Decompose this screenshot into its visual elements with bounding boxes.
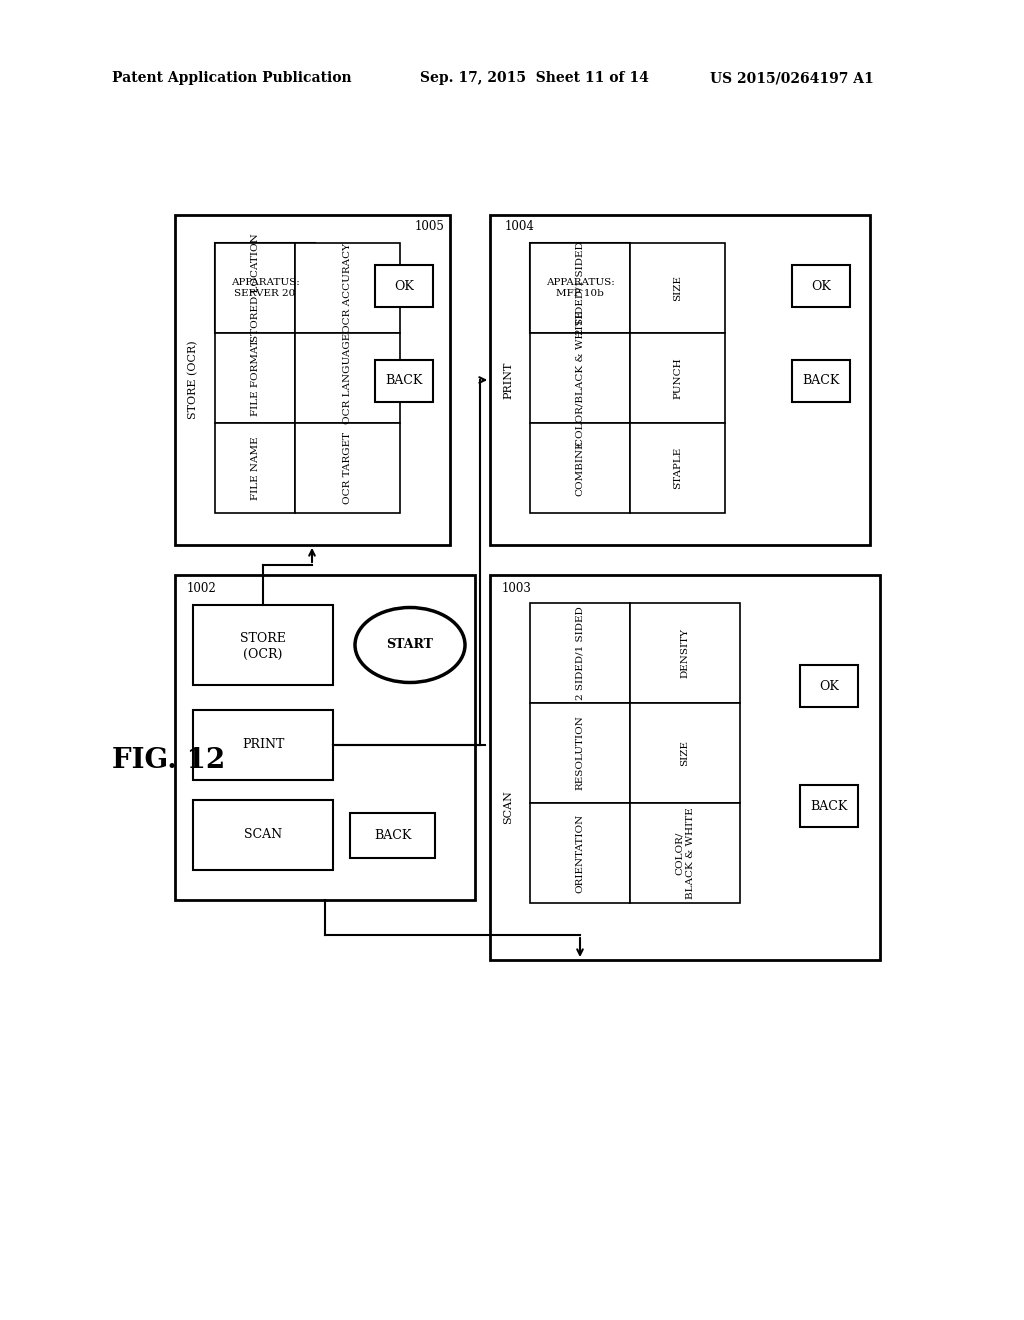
Text: SCAN: SCAN — [503, 791, 513, 825]
Bar — [193, 800, 333, 870]
Text: SIZE: SIZE — [681, 741, 689, 766]
Text: COLOR/
BLACK & WHITE: COLOR/ BLACK & WHITE — [675, 807, 694, 899]
Bar — [193, 710, 333, 780]
Text: FILE NAME: FILE NAME — [251, 436, 259, 500]
Text: 1005: 1005 — [415, 220, 445, 234]
Text: 1003: 1003 — [502, 582, 531, 595]
Bar — [530, 603, 630, 704]
Text: ORIENTATION: ORIENTATION — [575, 813, 585, 892]
Text: PUNCH: PUNCH — [673, 358, 682, 399]
Bar — [295, 243, 400, 333]
Bar — [175, 215, 450, 545]
Bar — [215, 243, 295, 333]
Bar — [800, 665, 858, 708]
Text: OCR LANGUAGE: OCR LANGUAGE — [343, 333, 352, 424]
Bar — [490, 215, 870, 545]
Bar — [630, 603, 740, 704]
Bar — [375, 265, 433, 308]
Bar — [193, 605, 333, 685]
Bar — [630, 333, 725, 422]
Text: Sep. 17, 2015  Sheet 11 of 14: Sep. 17, 2015 Sheet 11 of 14 — [420, 71, 649, 84]
Text: PRINT: PRINT — [242, 738, 285, 751]
Bar — [530, 803, 630, 903]
Text: DENSITY: DENSITY — [681, 628, 689, 678]
Bar — [792, 360, 850, 403]
Bar — [350, 813, 435, 858]
Text: STORED LOCATION: STORED LOCATION — [251, 234, 259, 342]
Ellipse shape — [355, 607, 465, 682]
Text: PRINT: PRINT — [503, 362, 513, 399]
Text: STAPLE: STAPLE — [673, 447, 682, 490]
Text: APPARATUS:
MFP 10b: APPARATUS: MFP 10b — [546, 279, 614, 298]
Text: US 2015/0264197 A1: US 2015/0264197 A1 — [710, 71, 873, 84]
Text: STORE: STORE — [240, 632, 286, 645]
Text: SCAN: SCAN — [244, 829, 282, 842]
Bar — [295, 333, 400, 422]
Text: BACK: BACK — [803, 375, 840, 388]
Text: OCR ACCURACY: OCR ACCURACY — [343, 243, 352, 333]
Text: BACK: BACK — [385, 375, 423, 388]
Bar — [530, 243, 630, 333]
Text: RESOLUTION: RESOLUTION — [575, 715, 585, 791]
Bar — [215, 333, 295, 422]
Text: BACK: BACK — [374, 829, 412, 842]
Text: BACK: BACK — [810, 800, 848, 813]
Bar — [530, 704, 630, 803]
Bar — [630, 422, 725, 513]
Text: OK: OK — [819, 680, 839, 693]
Bar — [630, 803, 740, 903]
Bar — [490, 576, 880, 960]
Text: FILE FORMAT: FILE FORMAT — [251, 339, 259, 416]
Bar — [375, 360, 433, 403]
Text: OK: OK — [811, 280, 830, 293]
Text: COLOR/BLACK & WHITE: COLOR/BLACK & WHITE — [575, 310, 585, 446]
Text: COMBINE: COMBINE — [575, 440, 585, 496]
Bar — [215, 422, 295, 513]
Text: 2 SIDED/1 SIDED: 2 SIDED/1 SIDED — [575, 242, 585, 335]
Text: START: START — [387, 639, 433, 652]
Bar — [175, 576, 475, 900]
Bar — [295, 422, 400, 513]
Text: APPARATUS:
SERVER 20: APPARATUS: SERVER 20 — [230, 279, 299, 298]
Text: 2 SIDED/1 SIDED: 2 SIDED/1 SIDED — [575, 606, 585, 700]
Bar — [792, 265, 850, 308]
Text: (OCR): (OCR) — [244, 648, 283, 660]
Bar — [800, 785, 858, 828]
Text: 1004: 1004 — [505, 220, 535, 234]
Bar — [630, 704, 740, 803]
Text: STORE (OCR): STORE (OCR) — [187, 341, 199, 420]
Text: OCR TARGET: OCR TARGET — [343, 432, 352, 504]
Bar — [630, 243, 725, 333]
Bar — [530, 422, 630, 513]
Bar — [215, 243, 315, 333]
Text: FIG. 12: FIG. 12 — [112, 747, 225, 774]
Text: Patent Application Publication: Patent Application Publication — [112, 71, 351, 84]
Bar — [530, 333, 630, 422]
Text: SIZE: SIZE — [673, 275, 682, 301]
Text: OK: OK — [394, 280, 414, 293]
Bar — [530, 243, 630, 333]
Text: 1002: 1002 — [187, 582, 217, 595]
